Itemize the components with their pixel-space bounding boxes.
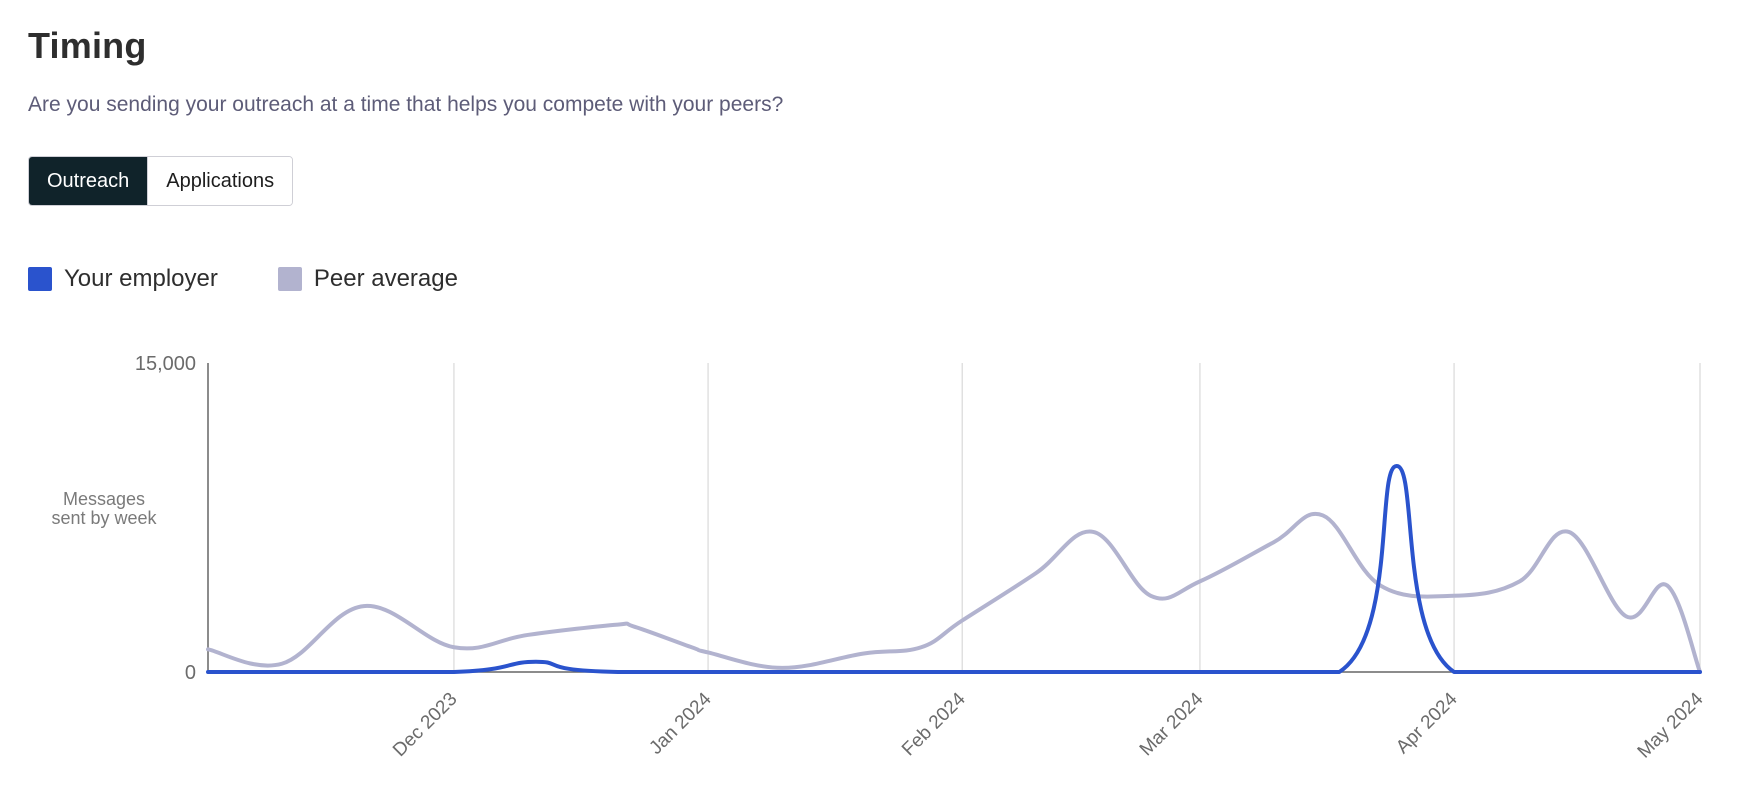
legend-label-your-employer: Your employer — [64, 265, 218, 292]
toggle-outreach[interactable]: Outreach — [29, 157, 148, 205]
series-line-your-employer — [206, 464, 1702, 675]
x-tick-label: Dec 2023 — [389, 689, 461, 761]
gridlines — [453, 363, 1701, 672]
toggle-applications[interactable]: Applications — [147, 157, 293, 205]
page-subtitle: Are you sending your outreach at a time … — [28, 93, 784, 116]
y-axis-label: Messages sent by week — [51, 489, 157, 528]
chart-legend: Your employer Peer average — [28, 265, 518, 293]
x-tick-label: Jan 2024 — [645, 688, 715, 758]
series-line-peer-average — [206, 511, 1702, 674]
view-toggle: Outreach Applications — [28, 156, 294, 206]
legend-label-peer-average: Peer average — [313, 265, 458, 292]
tick-labels: Dec 2023 Jan 2024 Feb 2024 Mar 2024 Apr 2024… — [135, 353, 1708, 763]
x-tick-label: Mar 2024 — [1136, 688, 1208, 760]
x-tick-label: Apr 2024 — [1392, 688, 1462, 758]
page-title: Timing — [28, 25, 147, 66]
y-tick-label: 0 — [185, 662, 196, 684]
y-tick-label: 15,000 — [135, 353, 196, 375]
x-tick-label: May 2024 — [1634, 688, 1708, 762]
timing-section: Timing Are you sending your outreach at … — [28, 22, 1762, 292]
series-lines — [206, 464, 1702, 675]
legend-item-your-employer: Your employer — [28, 265, 218, 293]
legend-swatch-your-employer — [28, 267, 52, 291]
legend-item-peer-average: Peer average — [277, 265, 458, 293]
x-tick-label: Feb 2024 — [898, 688, 970, 760]
legend-swatch-peer-average — [277, 267, 302, 291]
